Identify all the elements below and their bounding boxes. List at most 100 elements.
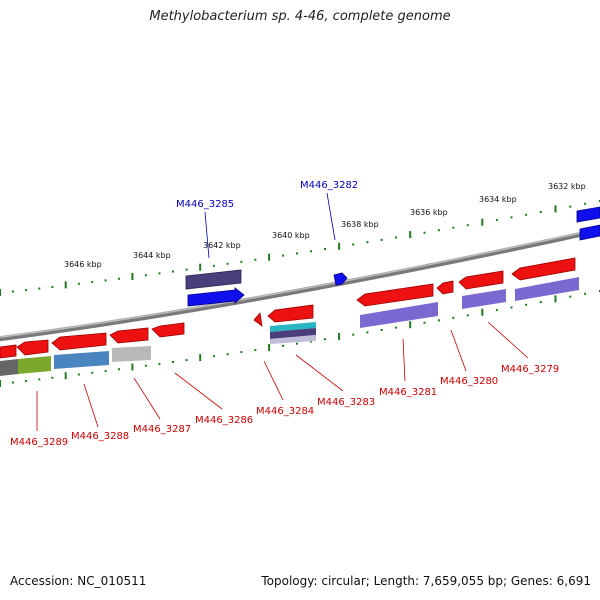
ruler-minor-tick xyxy=(104,279,107,282)
ruler-major-tick xyxy=(338,242,341,250)
ruler-minor-tick xyxy=(584,202,587,205)
ruler-minor-tick xyxy=(212,355,215,358)
genome-backbone-highlight xyxy=(0,227,600,338)
leader-line xyxy=(402,338,406,382)
ruler-minor-tick xyxy=(254,349,257,352)
gene-arrow-reverse[interactable] xyxy=(267,304,314,323)
ruler-major-tick xyxy=(0,380,1,387)
gene-block[interactable] xyxy=(112,346,151,362)
leader-line xyxy=(487,321,529,359)
ruler-minor-tick xyxy=(584,292,587,295)
ruler-minor-tick xyxy=(495,309,498,312)
leader-line xyxy=(204,211,210,259)
lower-ruler xyxy=(0,290,600,387)
gene-block[interactable] xyxy=(270,322,316,332)
gene-arrow-forward[interactable] xyxy=(576,206,600,223)
gene-arrow-reverse[interactable] xyxy=(0,344,17,359)
leader-line xyxy=(174,372,223,410)
gene-label-forward[interactable]: M446_3285 xyxy=(176,199,234,210)
ruler-minor-tick xyxy=(437,229,440,232)
gene-arrow-reverse[interactable] xyxy=(253,312,263,327)
gene-arrow-reverse[interactable] xyxy=(151,322,185,338)
ruler-minor-tick xyxy=(118,277,120,280)
leader-line xyxy=(133,377,161,420)
gene-label-reverse[interactable]: M446_3284 xyxy=(256,406,314,417)
ruler-minor-tick xyxy=(144,364,147,367)
gene-label-reverse[interactable]: M446_3279 xyxy=(501,364,559,375)
ruler-minor-tick xyxy=(172,270,174,273)
ruler-minor-tick xyxy=(394,236,397,239)
gene-block[interactable] xyxy=(462,289,506,309)
gene-block[interactable] xyxy=(360,302,438,328)
ruler-major-tick xyxy=(554,205,557,213)
ruler-minor-tick xyxy=(172,361,174,363)
gene-arrow-reverse[interactable] xyxy=(109,327,149,344)
ruler-minor-tick xyxy=(569,205,572,208)
gene-block[interactable] xyxy=(515,277,579,301)
gene-label-reverse[interactable]: M446_3283 xyxy=(317,397,375,408)
ruler-minor-tick xyxy=(51,376,54,379)
ruler-minor-tick xyxy=(539,211,542,214)
ruler-major-tick xyxy=(409,321,412,329)
gene-block[interactable] xyxy=(18,356,51,374)
gene-label-reverse[interactable]: M446_3289 xyxy=(10,437,68,448)
gene-arrow-reverse[interactable] xyxy=(356,283,434,307)
gene-arrow-reverse[interactable] xyxy=(51,332,107,351)
leader-line xyxy=(83,383,99,428)
ruler-minor-tick xyxy=(91,371,94,374)
ruler-major-tick xyxy=(0,289,1,296)
ruler-minor-tick xyxy=(25,380,28,382)
gene-label-reverse[interactable]: M446_3288 xyxy=(71,431,129,442)
ruler-major-tick xyxy=(64,372,67,380)
ruler-minor-tick xyxy=(104,370,107,373)
ruler-minor-tick xyxy=(525,303,528,306)
ruler-minor-tick xyxy=(510,216,513,219)
ruler-minor-tick xyxy=(296,342,298,345)
ruler-major-tick xyxy=(481,218,484,226)
ruler-minor-tick xyxy=(185,359,188,362)
gene-label-reverse[interactable]: M446_3281 xyxy=(379,387,437,398)
ruler-minor-tick xyxy=(366,331,369,334)
gene-label-forward[interactable]: M446_3282 xyxy=(300,180,358,191)
ruler-major-tick xyxy=(409,231,412,239)
genome-backbone xyxy=(0,227,600,342)
genome-summary-text: Topology: circular; Length: 7,659,055 bp… xyxy=(261,574,591,588)
ruler-minor-tick xyxy=(310,340,312,343)
ruler-label: 3644 kbp xyxy=(133,251,171,260)
gene-arrow-reverse[interactable] xyxy=(511,257,576,281)
gene-arrow-forward[interactable] xyxy=(187,287,245,307)
ruler-minor-tick xyxy=(296,252,298,255)
gene-block[interactable] xyxy=(54,351,109,369)
ruler-minor-tick xyxy=(380,329,383,331)
gene-label-reverse[interactable]: M446_3280 xyxy=(440,376,498,387)
ruler-major-tick xyxy=(338,333,341,340)
upper-ruler xyxy=(0,200,600,296)
gene-label-reverse[interactable]: M446_3286 xyxy=(195,415,253,426)
ruler-minor-tick xyxy=(212,264,215,267)
gene-arrow-forward[interactable] xyxy=(333,272,348,286)
gene-label-reverse[interactable]: M446_3287 xyxy=(133,424,191,435)
ruler-major-tick xyxy=(481,308,484,316)
ruler-minor-tick xyxy=(77,373,80,376)
ruler-label: 3634 kbp xyxy=(479,195,517,204)
ruler-minor-tick xyxy=(466,314,469,317)
gene-arrow-reverse[interactable] xyxy=(436,280,454,295)
ruler-label: 3636 kbp xyxy=(410,208,448,217)
gene-arrow-forward[interactable] xyxy=(185,269,242,290)
gene-arrow-reverse[interactable] xyxy=(458,270,504,290)
ruler-label: 3632 kbp xyxy=(548,182,586,191)
gene-block[interactable] xyxy=(270,335,316,344)
ruler-major-tick xyxy=(64,281,67,289)
ruler-minor-tick xyxy=(510,306,513,309)
gene-arrow-forward[interactable] xyxy=(579,224,600,241)
ruler-minor-tick xyxy=(185,268,188,271)
gene-block[interactable] xyxy=(0,359,18,376)
gene-block[interactable] xyxy=(270,328,316,339)
ruler-minor-tick xyxy=(77,282,80,285)
accession-text: Accession: NC_010511 xyxy=(10,574,147,588)
ruler-minor-tick xyxy=(423,231,426,234)
gene-arrow-reverse[interactable] xyxy=(16,339,49,356)
ruler-minor-tick xyxy=(423,321,426,324)
